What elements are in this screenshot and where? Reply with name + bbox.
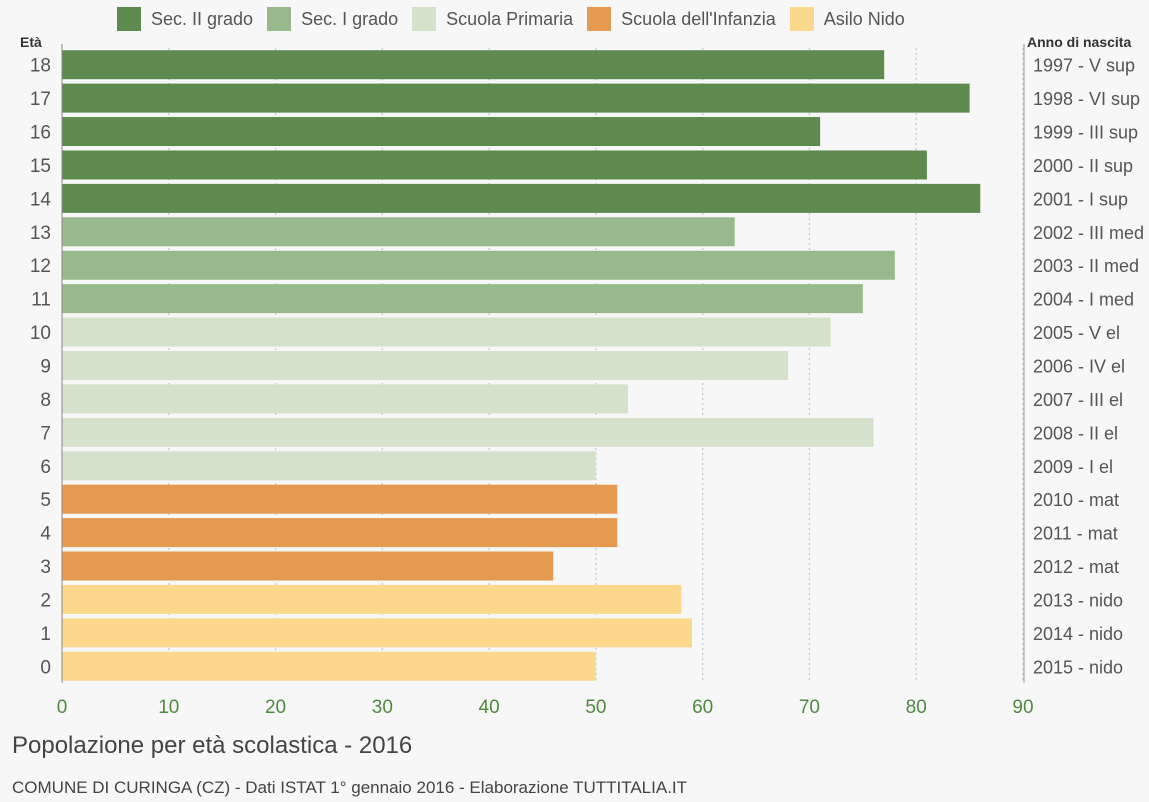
legend-label-nido: Asilo Nido bbox=[823, 8, 905, 29]
bar bbox=[62, 284, 863, 314]
x-tick-label: 70 bbox=[799, 697, 820, 718]
legend-item-sec2: Sec. II grado bbox=[117, 7, 253, 31]
y-tick-label: 18 bbox=[30, 56, 51, 77]
x-tick-label: 30 bbox=[372, 697, 393, 718]
legend-item-sec1: Sec. I grado bbox=[267, 7, 398, 31]
x-tick-label: 50 bbox=[585, 697, 606, 718]
right-tick-label: 2001 - I sup bbox=[1033, 189, 1128, 209]
legend-swatch-sec1 bbox=[267, 7, 292, 31]
legend-item-infanzia: Scuola dell'Infanzia bbox=[587, 7, 776, 31]
bar bbox=[62, 451, 596, 481]
y-tick-label: 11 bbox=[31, 290, 51, 311]
legend-item-primaria: Scuola Primaria bbox=[412, 7, 573, 31]
legend-label-sec2: Sec. II grado bbox=[151, 8, 254, 29]
chart-subtitle: COMUNE DI CURINGA (CZ) - Dati ISTAT 1° g… bbox=[12, 778, 688, 797]
x-tick-label: 90 bbox=[1012, 697, 1033, 718]
y-tick-label: 6 bbox=[40, 457, 51, 478]
bar bbox=[62, 117, 821, 147]
y-tick-label: 5 bbox=[40, 490, 51, 511]
legend-item-nido: Asilo Nido bbox=[789, 7, 905, 31]
bar bbox=[62, 651, 596, 681]
right-tick-label: 2000 - II sup bbox=[1033, 156, 1133, 176]
x-tick-label: 60 bbox=[692, 697, 713, 718]
x-tick-label: 40 bbox=[479, 697, 500, 718]
right-tick-label: 2010 - mat bbox=[1033, 490, 1119, 510]
legend-label-primaria: Scuola Primaria bbox=[446, 8, 574, 29]
legend-label-infanzia: Scuola dell'Infanzia bbox=[621, 8, 776, 29]
right-tick-label: 2008 - II el bbox=[1033, 423, 1118, 443]
right-tick-label: 2013 - nido bbox=[1033, 590, 1123, 610]
bar bbox=[62, 250, 895, 280]
y-tick-label: 0 bbox=[40, 657, 51, 678]
right-tick-label: 2002 - III med bbox=[1033, 223, 1144, 243]
right-tick-label: 2004 - I med bbox=[1033, 290, 1134, 310]
legend: Sec. II grado Sec. I grado Scuola Primar… bbox=[117, 6, 919, 32]
bar bbox=[62, 150, 927, 180]
y-tick-label: 15 bbox=[30, 156, 51, 177]
legend-swatch-infanzia bbox=[587, 7, 612, 31]
y-tick-label: 13 bbox=[30, 223, 51, 244]
x-tick-label: 10 bbox=[158, 697, 179, 718]
right-tick-label: 2009 - I el bbox=[1033, 457, 1113, 477]
y-tick-label: 14 bbox=[30, 189, 52, 210]
y-tick-label: 4 bbox=[40, 524, 51, 545]
y-tick-label: 9 bbox=[40, 356, 51, 377]
legend-swatch-nido bbox=[789, 7, 814, 31]
bar bbox=[62, 551, 554, 581]
right-tick-label: 1997 - V sup bbox=[1033, 56, 1135, 76]
bar bbox=[62, 183, 981, 213]
y-tick-label: 8 bbox=[40, 390, 51, 411]
y-tick-label: 12 bbox=[30, 256, 51, 277]
bar bbox=[62, 83, 970, 113]
bar bbox=[62, 484, 618, 514]
x-tick-label: 20 bbox=[265, 697, 286, 718]
y-tick-label: 16 bbox=[30, 123, 51, 144]
right-tick-label: 1999 - III sup bbox=[1033, 123, 1138, 143]
chart-title: Popolazione per età scolastica - 2016 bbox=[12, 732, 413, 759]
right-tick-label: 2012 - mat bbox=[1033, 557, 1119, 577]
bar bbox=[62, 584, 682, 614]
x-tick-label: 0 bbox=[57, 697, 68, 718]
bar bbox=[62, 618, 692, 648]
bar bbox=[62, 518, 618, 548]
right-tick-label: 2015 - nido bbox=[1033, 657, 1123, 677]
bar bbox=[62, 317, 831, 347]
y-tick-label: 17 bbox=[30, 89, 51, 110]
legend-swatch-sec2 bbox=[117, 7, 141, 31]
bar bbox=[62, 50, 885, 80]
bar bbox=[62, 350, 789, 380]
y-tick-label: 7 bbox=[40, 423, 51, 444]
y-tick-label: 10 bbox=[30, 323, 51, 344]
right-tick-label: 1998 - VI sup bbox=[1033, 89, 1140, 109]
right-tick-label: 2014 - nido bbox=[1033, 624, 1123, 644]
right-tick-label: 2003 - II med bbox=[1033, 256, 1139, 276]
left-axis-title: Età bbox=[20, 34, 42, 50]
right-tick-label: 2006 - IV el bbox=[1033, 356, 1125, 376]
right-axis-title: Anno di nascita bbox=[1027, 34, 1131, 50]
legend-label-sec1: Sec. I grado bbox=[301, 8, 399, 29]
bar bbox=[62, 217, 735, 247]
bar bbox=[62, 417, 874, 447]
right-tick-label: 2005 - V el bbox=[1033, 323, 1120, 343]
y-tick-label: 3 bbox=[40, 557, 51, 578]
legend-swatch-primaria bbox=[412, 7, 437, 31]
x-tick-label: 80 bbox=[906, 697, 927, 718]
right-tick-label: 2007 - III el bbox=[1033, 390, 1123, 410]
y-tick-label: 2 bbox=[40, 590, 51, 611]
bar bbox=[62, 384, 628, 414]
y-tick-label: 1 bbox=[40, 624, 51, 645]
right-tick-label: 2011 - mat bbox=[1033, 524, 1118, 544]
